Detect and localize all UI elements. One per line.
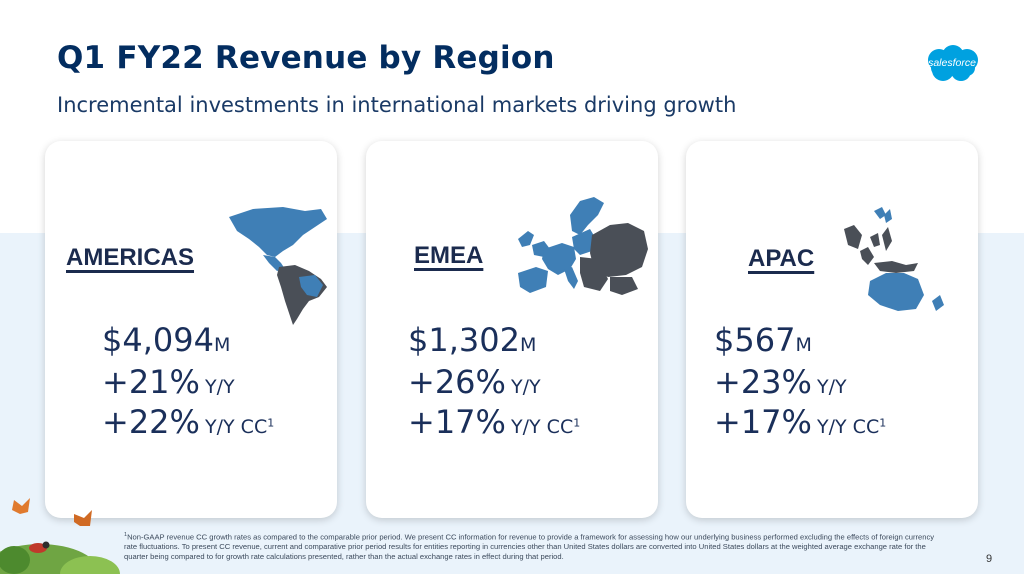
yy-growth: +21% Y/Y [102,363,332,401]
cc-growth-value: +17% [714,403,812,441]
region-card-americas: AMERICAS $4,094M +21% Y/Y +22% Y/Y CC1 [45,141,337,518]
yy-growth-value: +26% [408,363,506,401]
cc-growth-label: Y/Y CC [817,416,880,438]
yy-growth: +23% Y/Y [714,363,944,401]
revenue-value: $4,094M [102,321,332,359]
revenue-unit: M [519,334,537,356]
footnote-marker: 1 [124,532,128,538]
nature-illustration [0,490,120,578]
region-card-apac: APAC $567M +23% Y/Y +17% Y/Y CC1 [686,141,978,518]
region-name: EMEA [414,242,484,269]
footnote-text: Non-GAAP revenue CC growth rates as comp… [124,532,935,561]
revenue-value: $567M [714,321,944,359]
slide-subtitle: Incremental investments in international… [57,93,737,117]
apac-map-icon [840,205,946,317]
logo-text: salesforce [928,57,976,69]
region-card-emea: EMEA $1,302M +26% Y/Y +17% Y/Y CC1 [366,141,658,518]
yy-growth: +26% Y/Y [408,363,638,401]
revenue-amount: $567 [714,321,796,359]
cc-growth: +17% Y/Y CC1 [714,403,944,441]
footnote-marker: 1 [267,416,275,430]
americas-map-icon [223,205,335,329]
footnote: 1Non-GAAP revenue CC growth rates as com… [124,531,944,561]
yy-growth-label: Y/Y [511,376,541,398]
revenue-unit: M [213,334,231,356]
slide-title: Q1 FY22 Revenue by Region [57,40,555,76]
region-name: AMERICAS [66,244,195,271]
yy-growth-value: +21% [102,363,200,401]
salesforce-logo: salesforce [921,43,983,85]
revenue-amount: $4,094 [102,321,214,359]
revenue-value: $1,302M [408,321,638,359]
cc-growth: +22% Y/Y CC1 [102,403,332,441]
footnote-marker: 1 [573,416,581,430]
cc-growth-value: +17% [408,403,506,441]
cc-growth-value: +22% [102,403,200,441]
cc-growth-label: Y/Y CC [511,416,574,438]
yy-growth-label: Y/Y [205,376,235,398]
yy-growth-label: Y/Y [817,376,847,398]
cc-growth-label: Y/Y CC [205,416,268,438]
emea-map-icon [514,195,650,303]
page-number: 9 [986,553,993,565]
cc-growth: +17% Y/Y CC1 [408,403,638,441]
revenue-unit: M [795,334,812,356]
revenue-amount: $1,302 [408,321,520,359]
yy-growth-value: +23% [714,363,812,401]
region-name: APAC [748,245,815,272]
footnote-marker: 1 [879,416,887,430]
